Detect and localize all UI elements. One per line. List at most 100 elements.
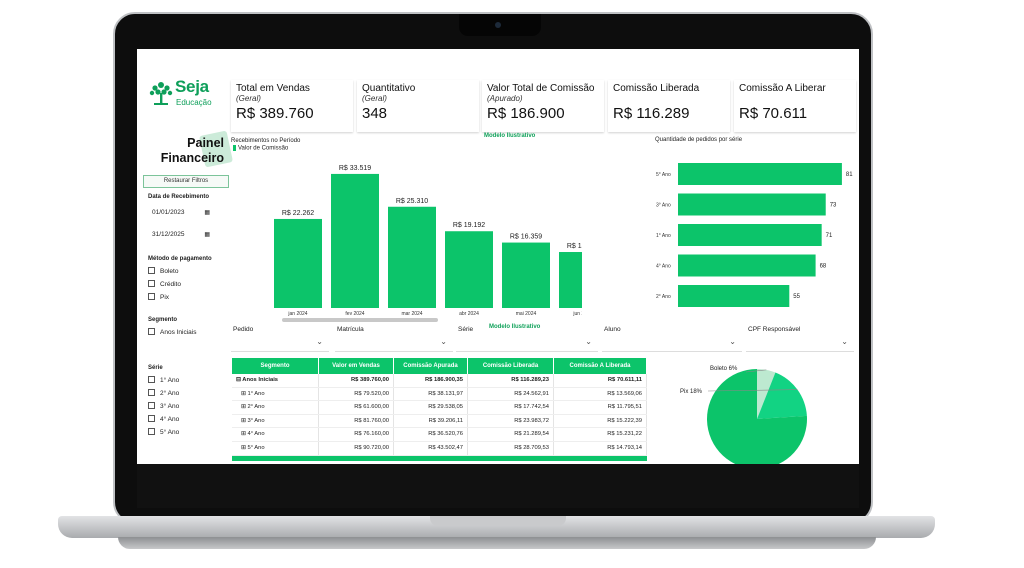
pie-leader-line — [707, 389, 798, 392]
bar[interactable] — [331, 173, 379, 308]
calendar-icon[interactable]: ▦ — [204, 232, 210, 238]
laptop-thumb-notch — [430, 516, 566, 526]
calendar-icon[interactable]: ▦ — [204, 210, 210, 216]
hbar-data-label: 71 — [826, 233, 833, 239]
hbar-data-label: 81 — [846, 172, 853, 178]
kpi-watermark-note: Modelo Ilustrativo — [484, 133, 536, 139]
legend-swatch — [233, 145, 236, 151]
bar-data-label: R$ 25.310 — [396, 198, 428, 205]
x-tick-label: mai 2024 — [516, 311, 537, 317]
serie-option-4[interactable]: 4° Ano — [148, 414, 179, 424]
payment-option-pix[interactable]: Pix — [148, 292, 169, 302]
bar-chart-legend: Valor de Comissão — [233, 145, 288, 152]
payment-filter-label: Método de pagamento — [148, 256, 212, 262]
expand-icon[interactable]: ⊞ — [241, 431, 248, 438]
checkbox[interactable] — [148, 292, 155, 300]
kpi-comissao-liberada: Comissão Liberada R$ 116.289 — [608, 80, 730, 132]
checkbox[interactable] — [148, 375, 155, 383]
dropdown-aluno[interactable]: Aluno ⌄ — [602, 324, 742, 352]
table-row[interactable]: ⊞ 3° Ano R$ 81.760,00 R$ 39.206,11 R$ 23… — [232, 414, 647, 429]
table-row[interactable]: ⊟ Anos Iniciais R$ 389.760,00 R$ 186.900… — [232, 374, 647, 388]
checkbox[interactable] — [148, 388, 155, 396]
page-title: Painel Financeiro — [160, 136, 224, 165]
column-header[interactable]: Segmento — [232, 358, 319, 374]
hbar[interactable] — [678, 193, 826, 216]
serie-option-5[interactable]: 5° Ano — [148, 427, 179, 437]
pie-slice[interactable] — [757, 372, 807, 419]
screen-bezel-bottom — [137, 464, 859, 508]
y-tick-label: 4° Ano — [656, 264, 671, 270]
hbar[interactable] — [678, 254, 816, 277]
column-header[interactable]: Comissão Liberada — [468, 358, 554, 374]
dropdown-matricula[interactable]: Matrícula ⌄ — [335, 324, 453, 352]
expand-icon[interactable]: ⊞ — [241, 390, 248, 397]
date-from-field[interactable]: 01/01/2023 ▦ — [148, 206, 210, 220]
hbar-chart: 5° Ano 81 3° Ano 73 1° Ano 71 4° Ano 68 2° Ano 55 — [656, 163, 853, 307]
y-tick-label: 3° Ano — [656, 203, 671, 209]
hbar-data-label: 68 — [820, 264, 827, 270]
hbar-data-label: 73 — [830, 203, 837, 209]
serie-option-1[interactable]: 1° Ano — [148, 375, 179, 385]
dropdown-cpf-responsavel[interactable]: CPF Responsável ⌄ — [746, 324, 854, 352]
bar[interactable] — [388, 206, 436, 308]
column-header[interactable]: Comissão A Liberada — [554, 358, 647, 374]
x-tick-label: abr 2024 — [459, 311, 479, 317]
checkbox[interactable] — [148, 414, 155, 422]
bar[interactable] — [274, 218, 322, 308]
chevron-down-icon: ⌄ — [316, 337, 323, 346]
checkbox[interactable] — [148, 427, 155, 435]
dropdown-pedido[interactable]: Pedido ⌄ — [231, 324, 329, 352]
bar-data-label: R$ 19.192 — [453, 222, 485, 229]
hbar-chart-title: Quantidade de pedidos por série — [655, 137, 743, 143]
hbar[interactable] — [678, 163, 842, 185]
collapse-icon[interactable]: ⊟ — [236, 377, 243, 383]
chevron-down-icon: ⌄ — [440, 337, 447, 346]
pie-leader-line — [745, 369, 767, 373]
expand-icon[interactable]: ⊞ — [241, 417, 248, 424]
dropdown-serie[interactable]: Série ⌄ — [456, 324, 598, 352]
payment-option-boleto[interactable]: Boleto — [148, 266, 178, 276]
pie-slice[interactable] — [707, 369, 807, 464]
reset-filters-button[interactable]: Restaurar Filtros — [143, 175, 229, 188]
hbar[interactable] — [678, 285, 790, 307]
checkbox[interactable] — [148, 279, 155, 287]
kpi-comissao-a-liberar: Comissão A Liberar R$ 70.611 — [734, 80, 856, 132]
serie-option-2[interactable]: 2° Ano — [148, 388, 179, 398]
bar[interactable] — [445, 231, 493, 308]
pie-slice[interactable] — [757, 369, 776, 419]
expand-icon[interactable]: ⊞ — [241, 444, 248, 451]
pie-label: Pix 18% — [680, 389, 703, 395]
column-header[interactable]: Comissão Apurada — [394, 358, 468, 374]
segment-option-anos-iniciais[interactable]: Anos Iniciais — [148, 327, 197, 337]
dropdown-watermark-note: Modelo Ilustrativo — [489, 324, 541, 330]
kpi-quantitativo: Quantitativo (Geral) 348 — [357, 80, 479, 132]
checkbox[interactable] — [148, 401, 155, 409]
serie-option-3[interactable]: 3° Ano — [148, 401, 179, 411]
brand-name: Seja — [175, 77, 209, 96]
y-tick-label: 1° Ano — [656, 233, 671, 239]
bar[interactable] — [559, 252, 582, 308]
table-row[interactable]: ⊞ 2° Ano R$ 61.600,00 R$ 29.538,05 R$ 17… — [232, 401, 647, 415]
chart-scrollbar[interactable] — [282, 318, 438, 322]
y-tick-label: 5° Ano — [656, 172, 671, 178]
bar-data-label: R$ 22.262 — [282, 210, 314, 217]
checkbox[interactable] — [148, 266, 155, 274]
laptop-base-edge — [118, 537, 876, 549]
hbar[interactable] — [678, 224, 822, 246]
camera-icon — [495, 22, 501, 28]
payment-option-credito[interactable]: Crédito — [148, 279, 181, 289]
table-total-bar — [232, 455, 647, 461]
date-to-field[interactable]: 31/12/2025 ▦ — [148, 228, 210, 242]
bar[interactable] — [502, 242, 550, 308]
x-tick-label: fev 2024 — [345, 311, 364, 317]
table-row[interactable]: ⊞ 1° Ano R$ 79.520,00 R$ 38.131,97 R$ 24… — [232, 387, 647, 402]
date-filter-label: Data de Recebimento — [148, 194, 210, 200]
expand-icon[interactable]: ⊞ — [241, 404, 248, 411]
checkbox[interactable] — [148, 327, 155, 335]
column-header[interactable]: Valor em Vendas — [319, 358, 394, 374]
bar-chart-title: Recebimentos no Período — [231, 138, 301, 144]
table-row[interactable]: ⊞ 5° Ano R$ 90.720,00 R$ 43.502,47 R$ 28… — [232, 441, 647, 456]
bar-data-label: R$ 13.996 — [567, 243, 582, 250]
chevron-down-icon: ⌄ — [585, 337, 592, 346]
table-row[interactable]: ⊞ 4° Ano R$ 76.160,00 R$ 36.520,76 R$ 21… — [232, 428, 647, 442]
